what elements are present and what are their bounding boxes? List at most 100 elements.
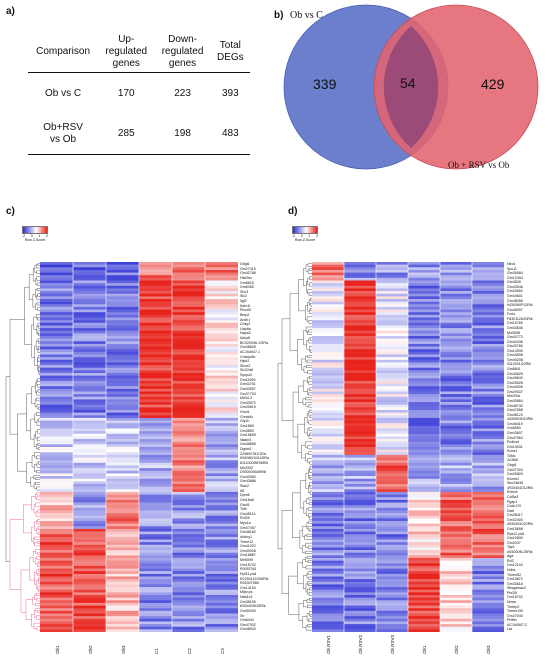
legend-tick: 1	[38, 234, 41, 238]
heatmap-cell	[205, 304, 238, 308]
heatmap-cell	[440, 262, 473, 265]
heatmap-cell	[344, 322, 377, 326]
heatmap-cell	[312, 420, 345, 424]
heatmap-cell	[40, 375, 74, 379]
heatmap-cell	[408, 304, 441, 308]
heatmap-cell	[472, 330, 504, 334]
gene-label: Kcna1	[507, 449, 518, 454]
heatmap-cell	[205, 330, 238, 334]
heatmap-cell	[472, 365, 504, 369]
heatmap-cell	[376, 536, 409, 540]
heatmap-cell	[408, 420, 441, 424]
heatmap-cell	[440, 285, 473, 289]
panel-c-label: c)	[6, 206, 15, 217]
heatmap-cell	[172, 600, 206, 604]
heatmap-cell	[472, 351, 504, 355]
heatmap-cell	[106, 357, 140, 361]
heatmap-cell	[106, 592, 140, 596]
gene-label: Gm1669	[240, 423, 254, 428]
heatmap-cell	[139, 423, 173, 427]
heatmap-cell	[40, 336, 74, 339]
heatmap-cell	[312, 309, 345, 313]
heatmap-cell	[312, 539, 345, 543]
heatmap-cell	[106, 341, 140, 345]
heatmap-cell	[376, 402, 409, 406]
heatmap-cell	[172, 314, 206, 318]
gene-label: Rd3	[507, 558, 514, 563]
heatmap-cell	[205, 515, 238, 519]
dendrogram-c	[5, 263, 40, 631]
heatmap-cell	[376, 460, 409, 464]
heatmap-cell	[106, 573, 140, 577]
heatmap-cell	[440, 404, 473, 408]
heatmap-cell	[376, 595, 409, 598]
heatmap-cell	[312, 314, 345, 318]
dendrogram-d	[277, 263, 312, 631]
column-label: Ob1	[54, 645, 60, 654]
heatmap-cell	[172, 275, 206, 279]
heatmap-cell	[139, 343, 173, 347]
heatmap-cell	[139, 428, 173, 432]
heatmap-cell	[440, 523, 473, 527]
heatmap-cell	[40, 365, 74, 369]
heatmap-cell	[312, 383, 345, 387]
heatmap-cell	[172, 296, 206, 300]
heatmap-cell	[472, 489, 504, 493]
heatmap-cell	[73, 367, 107, 371]
heatmap-cell	[106, 407, 140, 411]
heatmap-cell	[139, 579, 173, 583]
heatmap-cell	[408, 584, 441, 588]
heatmap-cell	[376, 486, 409, 490]
heatmap-cell	[40, 431, 74, 435]
heatmap-cell	[344, 560, 377, 564]
heatmap-cell	[40, 624, 74, 628]
heatmap-cell	[312, 333, 345, 337]
heatmap-cell	[376, 293, 409, 297]
heatmap-cell	[172, 338, 206, 342]
heatmap-cell	[408, 386, 441, 390]
heatmap-cell	[172, 288, 206, 292]
heatmap-cell	[139, 407, 173, 411]
heatmap-cell	[139, 616, 173, 620]
heatmap-cell	[312, 624, 345, 628]
heatmap-cell	[205, 592, 238, 596]
heatmap-cell	[106, 264, 140, 268]
heatmap-cell	[312, 518, 345, 522]
heatmap-cell	[344, 468, 377, 472]
heatmap-cell	[139, 375, 173, 379]
heatmap-cell	[312, 439, 345, 443]
heatmap-cell	[440, 499, 473, 503]
heatmap-cell	[472, 573, 504, 577]
heatmap-cell	[205, 277, 238, 281]
heatmap-cell	[205, 616, 238, 620]
heatmap-cell	[106, 447, 140, 450]
header-up-regulated: Up- regulated genes	[105, 34, 148, 69]
heatmap-cell	[408, 465, 441, 469]
heatmap-cell	[312, 587, 345, 591]
heatmap-cell	[205, 602, 238, 606]
heatmap-cell	[40, 523, 74, 527]
heatmap-cell	[106, 378, 140, 382]
heatmap-cell	[344, 280, 377, 284]
heatmap-cell	[40, 412, 74, 416]
heatmap-cell	[172, 602, 206, 606]
heatmap-cell	[312, 468, 345, 472]
heatmap-cell	[106, 431, 140, 435]
heatmap-cell	[205, 299, 238, 302]
heatmap-cell	[205, 571, 238, 575]
heatmap-cell	[106, 476, 140, 480]
heatmap-cell	[344, 433, 377, 437]
heatmap-cell	[344, 552, 377, 556]
heatmap-cell	[106, 595, 140, 598]
heatmap-cell	[139, 367, 173, 371]
heatmap-cell	[205, 341, 238, 345]
heatmap-cell	[40, 544, 74, 548]
heatmap-cell	[440, 573, 473, 577]
heatmap-cell	[440, 378, 473, 382]
gene-label: Gm40208	[507, 357, 523, 362]
heatmap-cell	[472, 388, 504, 392]
heatmap-cell	[376, 452, 409, 456]
heatmap-cell	[40, 473, 74, 477]
heatmap-cell	[106, 373, 140, 376]
heatmap-cell	[344, 470, 377, 474]
